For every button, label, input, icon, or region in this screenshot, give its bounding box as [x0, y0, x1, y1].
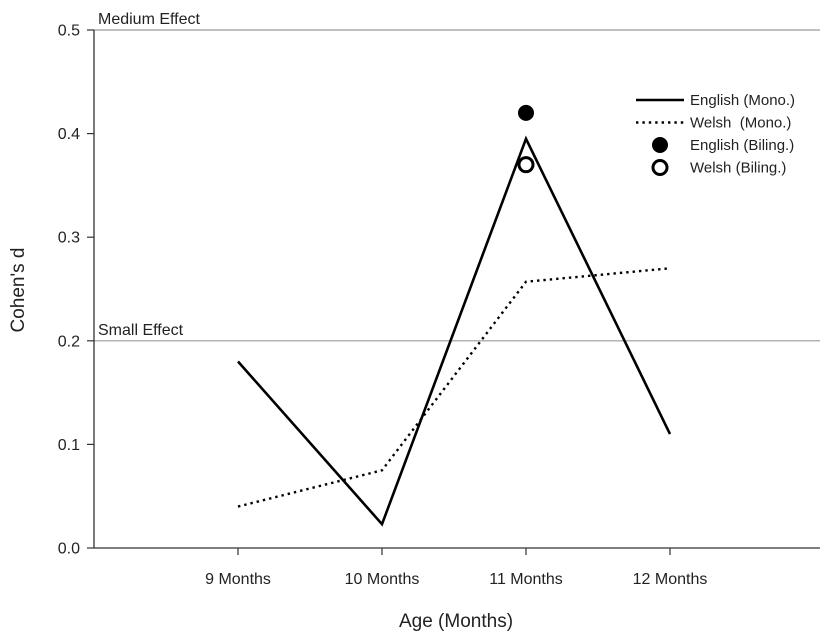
- reference-line-label: Small Effect: [98, 322, 184, 339]
- data-point: [518, 104, 534, 121]
- data-point: [517, 156, 535, 174]
- legend-label: English (Mono.): [690, 92, 795, 109]
- y-ticks: 0.0 0.1 0.2 0.3 0.4 0.5: [58, 23, 94, 558]
- legend-swatch: [652, 137, 668, 153]
- x-tick-label: 9 Months: [205, 571, 271, 588]
- y-tick-label: 0.1: [58, 437, 80, 454]
- x-ticks: 9 Months 10 Months 11 Months 12 Months: [205, 548, 707, 588]
- y-axis-title: Cohen's d: [8, 248, 29, 333]
- legend-swatch: [651, 159, 669, 176]
- legend-label: English (Biling.): [690, 137, 794, 154]
- x-tick-label: 11 Months: [489, 571, 563, 588]
- x-tick-label: 10 Months: [345, 571, 420, 588]
- x-tick-label: 12 Months: [633, 571, 708, 588]
- y-tick-label: 0.5: [58, 23, 80, 40]
- series-line: [237, 135, 672, 527]
- legend: English (Mono.) Welsh (Mono.) English (Bil…: [636, 92, 795, 177]
- y-tick-label: 0.4: [58, 126, 80, 143]
- reference-line-label: Medium Effect: [98, 11, 201, 28]
- legend-label: Welsh (Mono.): [690, 115, 791, 132]
- series: [237, 104, 672, 527]
- legend-label: Welsh (Biling.): [690, 160, 786, 177]
- x-axis-title: Age (Months): [399, 611, 513, 632]
- axes: [93, 30, 820, 549]
- y-tick-label: 0.0: [58, 541, 80, 558]
- reference-lines: Medium Effect Small Effect: [94, 11, 820, 342]
- y-tick-label: 0.2: [58, 333, 80, 350]
- y-tick-label: 0.3: [58, 230, 80, 247]
